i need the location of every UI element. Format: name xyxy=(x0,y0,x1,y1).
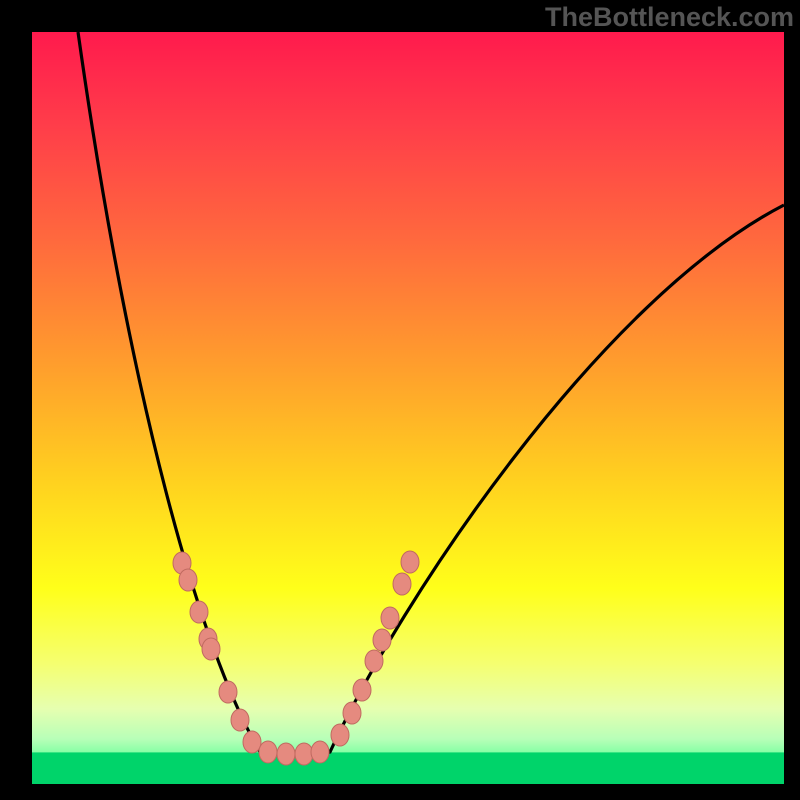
data-marker xyxy=(277,743,295,765)
data-marker xyxy=(190,601,208,623)
chart-canvas xyxy=(0,0,800,800)
data-marker xyxy=(353,679,371,701)
data-marker xyxy=(311,741,329,763)
data-marker xyxy=(179,569,197,591)
data-marker xyxy=(393,573,411,595)
data-marker xyxy=(231,709,249,731)
data-marker xyxy=(343,702,361,724)
data-marker xyxy=(381,607,399,629)
data-marker xyxy=(373,629,391,651)
data-marker xyxy=(295,743,313,765)
green-band xyxy=(32,752,784,784)
data-marker xyxy=(259,741,277,763)
data-marker xyxy=(202,638,220,660)
watermark-text: TheBottleneck.com xyxy=(545,2,794,33)
data-marker xyxy=(331,724,349,746)
data-marker xyxy=(219,681,237,703)
data-marker xyxy=(401,551,419,573)
data-marker xyxy=(365,650,383,672)
data-marker xyxy=(243,731,261,753)
